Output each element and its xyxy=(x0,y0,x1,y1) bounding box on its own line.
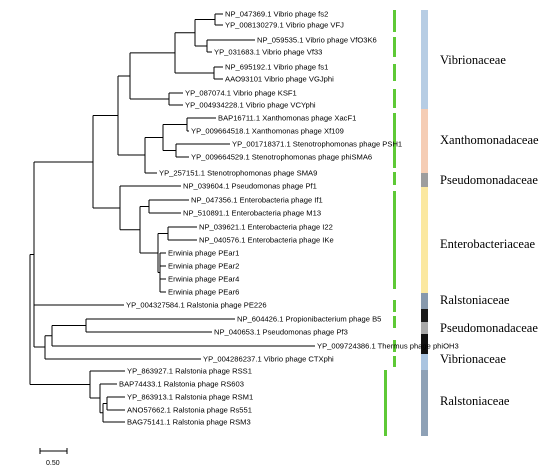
marker-bar xyxy=(384,370,387,436)
taxon-label: Erwinia phage PEar2 xyxy=(168,262,239,271)
family-band-pseudomonadaceae-grey xyxy=(421,322,428,334)
taxon-label: YP_031683.1 Vibrio phage Vf33 xyxy=(214,48,322,57)
family-label-ralstoniaceae-bottom: Ralstoniaceae xyxy=(440,394,510,408)
family-label-pseudomonadaceae-bottom: Pseudomonadaceae xyxy=(440,321,538,335)
taxon-label: NP_039621.1 Enterobacteria phage I22 xyxy=(199,223,333,232)
marker-bar xyxy=(393,316,396,328)
tree-branches xyxy=(29,13,315,423)
taxon-label: NP_047356.1 Enterobacteria phage If1 xyxy=(191,196,323,205)
family-band-vibrionaceae-top xyxy=(421,10,428,109)
family-band-ralstoniaceae-top xyxy=(421,293,428,309)
taxon-label: YP_009664518.1 Xanthomonas phage Xf109 xyxy=(191,127,344,136)
taxon-label: NP_510891.1 Enterobacteria phage M13 xyxy=(183,209,321,218)
taxon-label: NP_695192.1 Vibrio phage fs1 xyxy=(225,63,328,72)
family-label-enterobacteriaceae: Enterobacteriaceae xyxy=(440,237,536,251)
green-markers xyxy=(384,10,396,436)
marker-bar xyxy=(393,89,396,108)
taxon-label: AAO93101 Vibrio phage VGJphi xyxy=(225,75,334,84)
marker-bar xyxy=(393,300,396,312)
family-label-vibrionaceae-top: Vibrionaceae xyxy=(440,53,506,67)
taxon-label: YP_863913.1 Ralstonia phage RSM1 xyxy=(127,393,253,402)
family-color-strip xyxy=(421,10,428,436)
marker-bar xyxy=(393,37,396,57)
family-label-ralstoniaceae-top: Ralstoniaceae xyxy=(440,293,510,307)
taxon-label: BAP74433.1 Ralstonia phage RS603 xyxy=(119,380,244,389)
taxon-label: YP_001718371.1 Stenotrophomonas phage PS… xyxy=(232,140,402,149)
marker-bar xyxy=(393,340,396,352)
taxon-label: Erwinia phage PEar4 xyxy=(168,275,239,284)
family-band-vibrionaceae-bottom xyxy=(421,354,428,370)
taxon-label: NP_040576.1 Enterobacteria phage IKe xyxy=(199,236,334,245)
family-band-pseudomonadaceae-dark xyxy=(421,309,428,322)
taxon-label: NP_047369.1 Vibrio phage fs2 xyxy=(225,10,328,19)
family-band-pseudomonadaceae-dark2 xyxy=(421,334,428,354)
taxon-label: NP_604426.1 Propionibacterium phage B5 xyxy=(237,315,381,324)
family-label-pseudomonadaceae-top: Pseudomonadaceae xyxy=(440,173,538,187)
marker-bar xyxy=(393,113,396,168)
taxon-label: YP_008130279.1 Vibrio phage VFJ xyxy=(225,21,344,30)
scale-bar-label: 0.50 xyxy=(46,460,60,467)
family-band-xanthomonadaceae xyxy=(421,109,428,173)
taxon-label: YP_004286237.1 Vibrio phage CTXphi xyxy=(203,355,334,364)
family-labels: Vibrionaceae Xanthomonadaceae Pseudomona… xyxy=(440,53,539,408)
taxon-label: YP_009664529.1 Stenotrophomonas phage ph… xyxy=(191,153,372,162)
family-label-vibrionaceae-bottom: Vibrionaceae xyxy=(440,352,506,366)
taxon-label: BAP16711.1 Xanthomonas phage XacF1 xyxy=(218,114,356,123)
scale-bar: 0.50 xyxy=(39,448,68,467)
taxon-label: NP_039604.1 Pseudomonas phage Pf1 xyxy=(183,182,317,191)
family-band-enterobacteriaceae xyxy=(421,187,428,293)
taxon-label: Erwinia phage PEar1 xyxy=(168,249,239,258)
family-band-pseudomonadaceae-top xyxy=(421,173,428,187)
taxon-label: YP_863927.1 Ralstonia phage RSS1 xyxy=(127,367,252,376)
taxon-label: YP_004327584.1 Ralstonia phage PE226 xyxy=(126,301,267,310)
taxon-label: Erwinia phage PEar6 xyxy=(168,288,239,297)
taxon-label: BAG75141.1 Ralstonia phage RSM3 xyxy=(127,418,251,427)
taxon-labels: NP_047369.1 Vibrio phage fs2 YP_008130279… xyxy=(119,10,459,427)
marker-bar xyxy=(393,191,396,289)
family-band-ralstoniaceae-bottom xyxy=(421,370,428,436)
taxon-label: YP_257151.1 Stenotrophomonas phage SMA9 xyxy=(159,169,317,178)
taxon-label: ANO57662.1 Ralstonia phage Rs551 xyxy=(127,406,252,415)
taxon-label: NP_040653.1 Pseudomonas phage Pf3 xyxy=(214,328,348,337)
taxon-label: YP_009724386.1 Thermus phage phiOH3 xyxy=(317,342,459,351)
taxon-label: YP_004934228.1 Vibrio phage VCYphi xyxy=(185,101,316,110)
marker-bar xyxy=(393,10,396,32)
marker-bar xyxy=(393,356,396,367)
marker-bar xyxy=(393,64,396,81)
marker-bar xyxy=(393,172,396,185)
taxon-label: YP_087074.1 Vibrio phage KSF1 xyxy=(185,89,297,98)
family-label-xanthomonadaceae: Xanthomonadaceae xyxy=(440,133,539,147)
taxon-label: NP_059535.1 Vibrio phage VfO3K6 xyxy=(257,36,377,45)
